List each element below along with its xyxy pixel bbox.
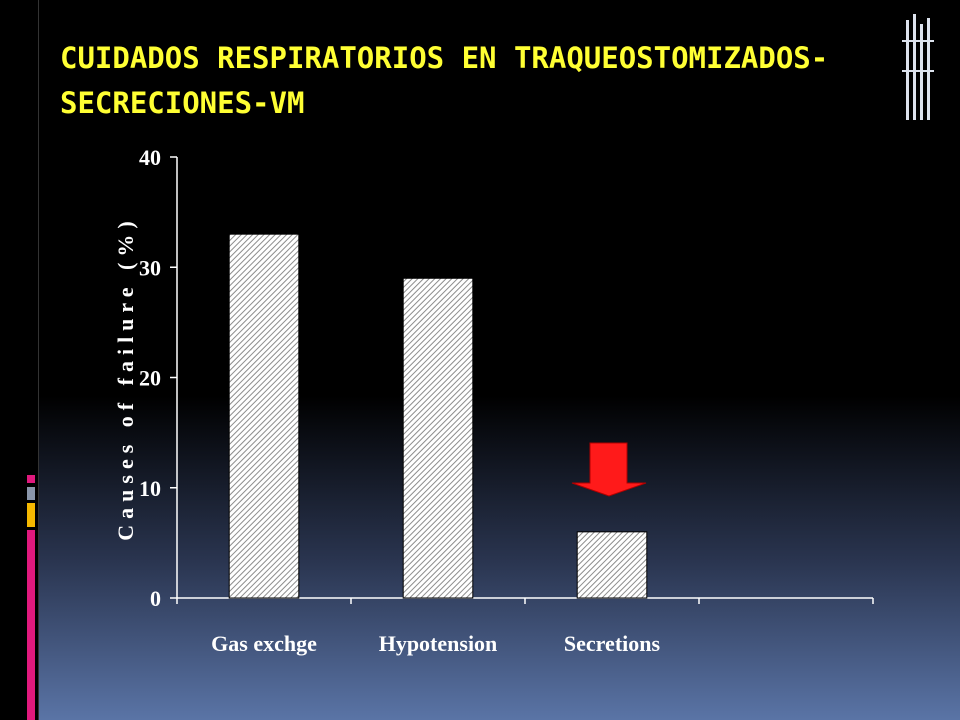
y-tick-label: 10 xyxy=(139,476,161,501)
title-line: CUIDADOS RESPIRATORIOS EN TRAQUEOSTOMIZA… xyxy=(60,41,828,75)
y-tick-label: 40 xyxy=(139,145,161,170)
decor xyxy=(27,475,35,483)
bar xyxy=(228,233,300,599)
x-tick-label: Gas exchge xyxy=(211,631,317,656)
y-tick-label: 30 xyxy=(139,255,161,280)
arrow-annotation xyxy=(571,442,647,497)
bar xyxy=(402,277,474,599)
y-tick-label: 20 xyxy=(139,366,161,391)
left-border xyxy=(38,0,39,720)
decor xyxy=(27,487,35,500)
title-line: SECRECIONES-VM xyxy=(60,86,304,120)
decor xyxy=(27,503,35,527)
y-tick-label: 0 xyxy=(150,586,161,611)
y-axis-label: Causes of failure (%) xyxy=(113,215,138,540)
x-tick-label: Secretions xyxy=(564,631,661,656)
bar xyxy=(576,531,648,599)
decor xyxy=(27,530,35,720)
x-tick-label: Hypotension xyxy=(379,631,498,656)
title-decor xyxy=(902,14,934,120)
